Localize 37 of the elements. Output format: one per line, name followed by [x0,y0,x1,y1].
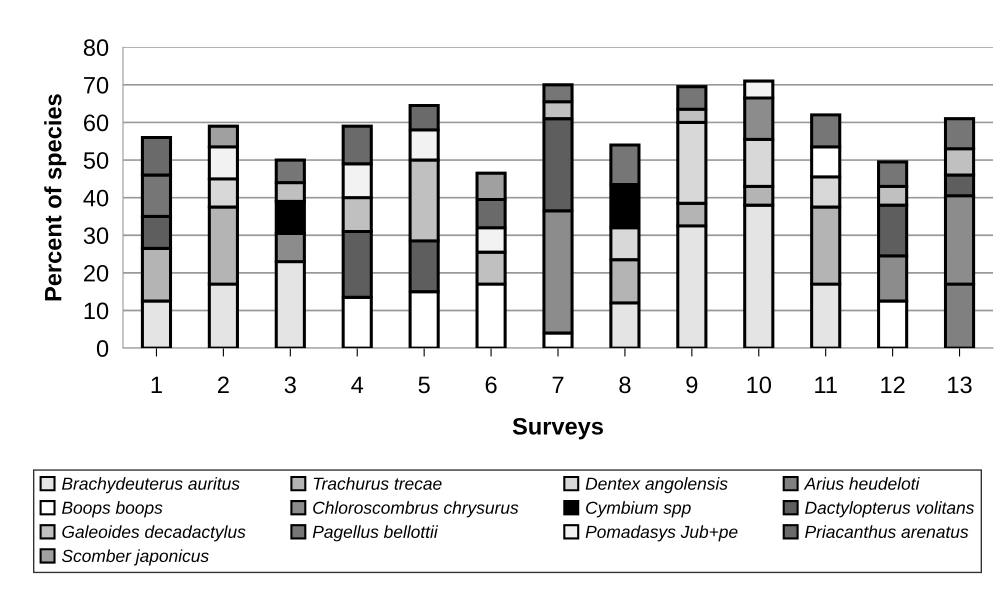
y-tick-label: 30 [84,227,108,244]
x-tick-label: 2 [218,376,229,393]
x-tick-label: 6 [486,376,497,394]
legend-label: Pomadasys Jub+pe [586,525,738,542]
x-tick-label: 9 [686,376,698,394]
x-tick-label: 10 [747,376,771,394]
y-tick-label: 50 [84,152,108,169]
legend-label: Dentex angolensis [586,477,728,494]
y-tick-label: 80 [84,39,108,56]
legend-label: Trachurus trecae [314,477,442,490]
legend-label: Brachydeuterus auritus [62,477,240,494]
legend-label: Galeoides decadactylus [62,525,246,542]
legend-label: Dactylopterus volitans [805,501,974,518]
x-axis-title: Surveys [512,418,603,440]
y-axis-title: Percent of species [44,94,66,300]
x-tick-label: 5 [418,376,430,394]
legend-label: Scomber japonicus [62,549,209,566]
x-tick-label: 3 [284,376,296,394]
y-tick-label: 70 [84,76,108,94]
legend-label: Chloroscombrus chrysurus [313,501,518,518]
y-tick-label: 10 [84,302,108,320]
x-tick-label: 4 [351,376,364,393]
x-tick-label: 8 [619,376,630,394]
legend-label: Cymbium spp [586,501,691,518]
y-tick-label: 60 [84,114,108,132]
x-tick-label: 1 [152,376,162,393]
x-tick-label: 12 [881,376,905,393]
y-tick-label: 20 [84,264,108,282]
x-tick-label: 11 [815,376,837,393]
x-tick-label: 13 [948,376,972,394]
y-tick-label: 40 [83,190,108,206]
legend-label: Pagellus bellottii [312,525,438,542]
legend-label: Boops boops [62,501,162,518]
x-tick-label: 7 [552,376,564,393]
y-tick-label: 0 [96,340,108,357]
legend-label: Priacanthus arenatus [805,525,968,538]
legend-label: Arius heudeloti [804,477,920,490]
